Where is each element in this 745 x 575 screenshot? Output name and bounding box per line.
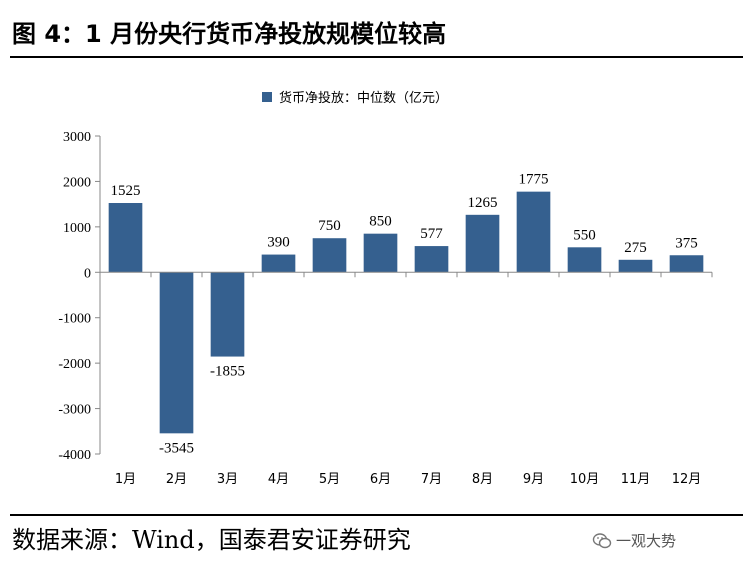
x-tick-label: 8月 — [472, 472, 493, 487]
y-tick-label: -3000 — [58, 403, 91, 418]
figure-title: 图 4：1 月份央行货币净投放规模位较高 — [12, 20, 447, 48]
bar — [312, 238, 347, 273]
y-tick-label: -1000 — [58, 312, 91, 327]
wechat-icon — [592, 532, 612, 548]
bar — [210, 272, 245, 357]
data-label: -1855 — [210, 364, 245, 380]
x-tick-label: 10月 — [570, 472, 600, 487]
bar — [465, 214, 500, 273]
x-tick-label: 9月 — [523, 472, 544, 487]
legend: 货币净投放：中位数（亿元） — [262, 90, 448, 106]
x-tick-label: 3月 — [217, 472, 238, 487]
bar — [261, 254, 296, 273]
data-label: 275 — [624, 240, 647, 256]
x-tick-label: 4月 — [268, 472, 289, 487]
data-labels: 1525 -3545 -1855 390 750 850 577 1265 1775 550 275… — [111, 172, 698, 457]
bar-chart: 货币净投放：中位数（亿元） 3000 2000 1000 0 -1000 -2000 -30… — [58, 90, 713, 487]
footer-divider — [10, 514, 743, 516]
title-divider — [10, 56, 743, 58]
data-label: 375 — [675, 235, 698, 251]
data-label: 390 — [267, 235, 290, 251]
data-label: 550 — [573, 227, 596, 243]
x-tick-label: 12月 — [672, 472, 702, 487]
x-tick-label: 7月 — [421, 472, 442, 487]
y-tick-label: 3000 — [63, 130, 91, 145]
y-tick-label: 2000 — [63, 175, 91, 190]
data-label: 850 — [369, 214, 392, 230]
y-tick-label: 0 — [84, 266, 91, 281]
data-label: 1525 — [111, 183, 141, 199]
x-tick-label: 11月 — [621, 472, 651, 487]
x-tick-label: 6月 — [370, 472, 391, 487]
bars — [108, 191, 704, 434]
watermark: 一观大势 — [592, 530, 676, 551]
data-label: 577 — [420, 226, 443, 242]
bar — [618, 259, 653, 273]
y-tick-label: -2000 — [58, 357, 91, 372]
x-tick-label: 1月 — [115, 472, 136, 487]
source-note: 数据来源：Wind，国泰君安证券研究 — [12, 526, 411, 554]
x-tick-label: 2月 — [166, 472, 187, 487]
y-tick-label: 1000 — [63, 221, 91, 236]
legend-label: 货币净投放：中位数（亿元） — [279, 90, 448, 106]
x-tick-label: 5月 — [319, 472, 340, 487]
bar — [567, 247, 602, 273]
data-label: 1775 — [519, 172, 549, 188]
data-label: -3545 — [159, 440, 194, 456]
bar — [108, 203, 143, 273]
y-axis: 3000 2000 1000 0 -1000 -2000 -3000 -4000 — [58, 130, 101, 463]
watermark-text: 一观大势 — [616, 532, 677, 550]
y-tick-label: -4000 — [58, 448, 91, 463]
bar — [363, 233, 398, 273]
data-label: 750 — [318, 218, 341, 234]
bar — [414, 246, 449, 273]
bar — [669, 255, 704, 273]
bar — [516, 191, 551, 273]
x-axis: 1月 2月 3月 4月 5月 6月 7月 8月 9月 10月 11月 12月 — [99, 271, 713, 487]
data-label: 1265 — [468, 195, 498, 211]
bar — [159, 272, 194, 434]
legend-swatch — [262, 92, 272, 102]
